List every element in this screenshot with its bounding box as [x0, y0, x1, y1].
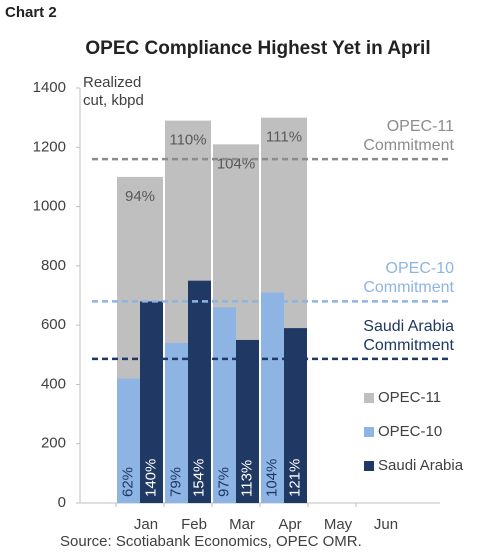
y-tick-label: 400 — [41, 375, 66, 392]
y-tick-label: 800 — [41, 257, 66, 274]
chart-label: Chart 2 — [5, 4, 57, 21]
value-label: 110% — [169, 132, 206, 149]
reference-label: Saudi Arabia Commitment — [363, 317, 454, 354]
value-label: 62% — [119, 467, 136, 497]
bar — [165, 342, 188, 503]
value-label: 140% — [142, 459, 159, 497]
bar — [140, 301, 163, 503]
value-label: 79% — [167, 467, 184, 497]
bar — [261, 292, 284, 503]
bar — [188, 280, 211, 503]
chart-title: OPEC Compliance Highest Yet in April — [85, 38, 431, 59]
x-tick-label: Jun — [374, 516, 398, 533]
value-label: 154% — [190, 459, 207, 497]
bar — [117, 378, 140, 503]
value-label: 104% — [263, 459, 280, 497]
value-label: 121% — [286, 459, 303, 497]
value-label: 104% — [217, 155, 255, 172]
value-label: 113% — [238, 460, 255, 497]
y-tick-label: 200 — [41, 435, 66, 452]
x-tick-label: Jan — [134, 516, 158, 533]
legend-swatch — [364, 461, 374, 471]
legend-swatch — [364, 427, 374, 437]
y-tick-label: 600 — [41, 316, 66, 333]
bar — [236, 339, 259, 503]
reference-label: OPEC-10 Commitment — [363, 260, 454, 297]
bar — [284, 328, 307, 503]
y-tick-label: 1400 — [33, 79, 66, 96]
legend-label: OPEC-10 — [378, 423, 442, 440]
value-label: 111% — [266, 129, 302, 146]
x-tick-label: Mar — [229, 516, 255, 533]
reference-label: OPEC-11 Commitment — [363, 117, 454, 154]
value-label: 94% — [125, 188, 155, 205]
x-tick-label: Apr — [278, 516, 301, 533]
legend-label: Saudi Arabia — [378, 457, 464, 474]
legend-swatch — [364, 393, 374, 403]
x-tick-label: May — [324, 516, 353, 533]
x-tick-label: Feb — [181, 516, 207, 533]
value-label: 97% — [215, 467, 232, 497]
y-axis-label: Realized cut, kbpd — [83, 74, 144, 109]
y-tick-label: 0 — [58, 494, 66, 511]
y-tick-label: 1000 — [33, 198, 66, 215]
source: Source: Scotiabank Economics, OPEC OMR. — [60, 533, 362, 550]
legend-label: OPEC-11 — [378, 389, 441, 406]
bar — [213, 307, 236, 503]
y-tick-label: 1200 — [33, 138, 66, 155]
